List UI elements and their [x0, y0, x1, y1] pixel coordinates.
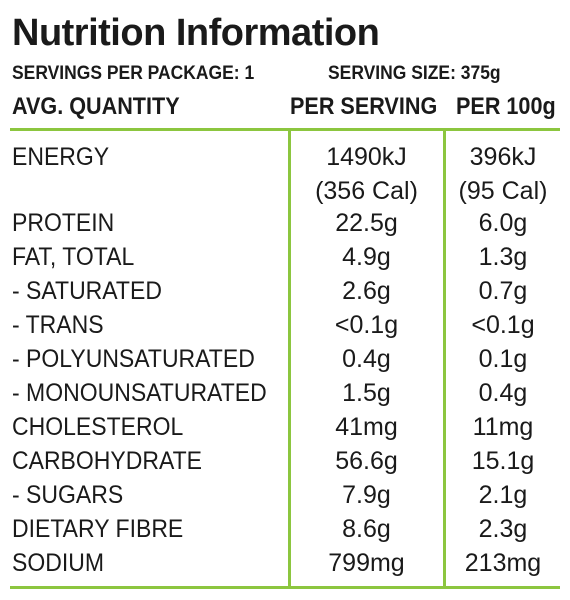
per-100g-value: 15.1g: [446, 444, 560, 478]
per-serving-amount: 1490kJ: [326, 143, 407, 171]
per-100g-value: <0.1g: [446, 308, 560, 342]
panel-title: Nutrition Information: [12, 12, 380, 54]
per-serving-amount: 2.6g: [342, 277, 391, 305]
per-100g-amount: 0.1g: [478, 345, 528, 373]
per-serving-value: 0.4g: [290, 342, 443, 376]
nutrient-name: FAT, TOTAL: [12, 243, 135, 271]
per-100g-value: 11mg: [446, 410, 560, 444]
per-100g-value: 0.7g: [446, 274, 560, 308]
per-serving-value: 56.6g: [290, 444, 443, 478]
per-serving-amount: 8.6g: [342, 515, 391, 543]
per-serving-amount: 56.6g: [335, 447, 398, 475]
column-divider-left: [288, 130, 291, 588]
per-serving-amount: 4.9g: [342, 243, 391, 271]
per-100g-amount: 2.1g: [478, 481, 528, 509]
per-serving-amount: <0.1g: [334, 311, 399, 339]
per-100g-amount: 396kJ: [469, 143, 537, 171]
nutrient-name: CARBOHYDRATE: [12, 447, 202, 475]
per-serving-calories: (356 Cal): [315, 177, 418, 205]
nutrient-name: SODIUM: [12, 549, 104, 577]
per-serving-amount: 7.9g: [342, 481, 391, 509]
nutrient-name: CHOLESTEROL: [12, 413, 184, 441]
per-100g-value: 2.3g: [446, 512, 560, 546]
per-serving-value: <0.1g: [290, 308, 443, 342]
per-serving-amount: 41mg: [335, 413, 398, 441]
per-serving-value: 799mg: [290, 546, 443, 580]
column-header-per-serving: PER SERVING: [290, 93, 438, 120]
per-100g-value: 0.1g: [446, 342, 560, 376]
per-100g-value: 396kJ (95 Cal): [446, 140, 560, 208]
servings-per-package: SERVINGS PER PACKAGE: 1: [12, 63, 255, 84]
nutrient-name: PROTEIN: [12, 209, 115, 237]
per-100g-amount: <0.1g: [471, 311, 535, 339]
nutrient-name: - TRANS: [12, 311, 104, 339]
header-divider: [10, 128, 560, 131]
per-serving-amount: 22.5g: [335, 209, 398, 237]
serving-size: SERVING SIZE: 375g: [328, 63, 501, 84]
per-100g-calories: (95 Cal): [458, 177, 548, 205]
nutrient-name: - SATURATED: [12, 277, 162, 305]
per-serving-value: 4.9g: [290, 240, 443, 274]
per-serving-value: 41mg: [290, 410, 443, 444]
nutrient-name: DIETARY FIBRE: [12, 515, 184, 543]
column-header-avg-quantity: AVG. QUANTITY: [12, 93, 180, 120]
per-100g-value: 6.0g: [446, 206, 560, 240]
per-100g-amount: 0.4g: [478, 379, 528, 407]
per-serving-value: 8.6g: [290, 512, 443, 546]
per-100g-value: 1.3g: [446, 240, 560, 274]
nutrient-name: - MONOUNSATURATED: [12, 379, 267, 407]
per-serving-amount: 1.5g: [342, 379, 391, 407]
per-100g-amount: 1.3g: [478, 243, 528, 271]
per-100g-amount: 15.1g: [471, 447, 535, 475]
per-serving-amount: 799mg: [328, 549, 405, 577]
column-header-per-100g: PER 100g: [456, 93, 556, 120]
per-100g-amount: 11mg: [472, 413, 534, 441]
per-100g-amount: 213mg: [464, 549, 542, 577]
per-100g-amount: 0.7g: [478, 277, 528, 305]
per-100g-amount: 2.3g: [478, 515, 528, 543]
per-serving-amount: 0.4g: [342, 345, 391, 373]
per-serving-value: 1.5g: [290, 376, 443, 410]
per-100g-value: 213mg: [446, 546, 560, 580]
column-divider-right: [443, 130, 446, 588]
per-100g-value: 2.1g: [446, 478, 560, 512]
bottom-divider: [10, 586, 560, 589]
nutrient-name: - POLYUNSATURATED: [12, 345, 255, 373]
per-100g-value: 0.4g: [446, 376, 560, 410]
per-100g-amount: 6.0g: [478, 209, 528, 237]
per-serving-value: 7.9g: [290, 478, 443, 512]
per-serving-value: 1490kJ (356 Cal): [290, 140, 443, 208]
per-serving-value: 2.6g: [290, 274, 443, 308]
per-serving-value: 22.5g: [290, 206, 443, 240]
nutrient-name: - SUGARS: [12, 481, 124, 509]
nutrient-name: ENERGY: [12, 143, 110, 171]
